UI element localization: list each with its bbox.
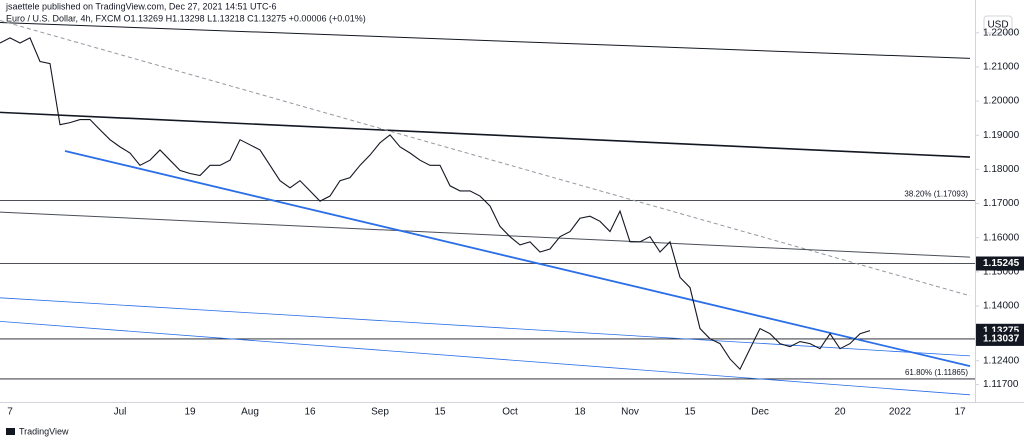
price-tag bbox=[976, 256, 1024, 271]
y-tick-label: 1.17000 bbox=[983, 198, 1020, 209]
x-tick-label: 20 bbox=[834, 407, 846, 418]
x-tick-label: 19 bbox=[184, 407, 196, 418]
price-tag-label: 1.15245 bbox=[983, 258, 1020, 269]
x-tick-label: 18 bbox=[574, 407, 586, 418]
trendline bbox=[0, 22, 971, 59]
level-label: 61.80% (1.11865) bbox=[905, 368, 968, 377]
x-tick-label: Nov bbox=[621, 407, 639, 418]
x-tick-label: 7 bbox=[7, 407, 13, 418]
y-tick-label: 1.12400 bbox=[983, 355, 1020, 366]
y-tick-label: 1.11700 bbox=[983, 379, 1019, 390]
y-tick-label: 1.22000 bbox=[983, 27, 1020, 38]
trendline bbox=[0, 320, 971, 396]
trendline bbox=[0, 297, 971, 357]
x-tick-label: Dec bbox=[751, 407, 769, 418]
footer-logo bbox=[6, 428, 15, 435]
x-tick-label: Oct bbox=[502, 407, 518, 418]
y-tick-label: 1.16000 bbox=[983, 232, 1020, 243]
price-line bbox=[0, 37, 871, 371]
brand: TradingView bbox=[19, 426, 69, 436]
x-tick-label: 2022 bbox=[889, 407, 912, 418]
publisher: jsaettele published on TradingView.com, … bbox=[5, 1, 277, 11]
plot: 38.20% (1.17093) 61.80% (1.11865) bbox=[0, 20, 975, 396]
level-label: 38.20% (1.17093) bbox=[904, 189, 968, 198]
x-tick-label: 15 bbox=[434, 407, 446, 418]
x-tick-label: 15 bbox=[684, 407, 696, 418]
x-tick-label: Sep bbox=[371, 407, 389, 418]
symbol-info: Euro / U.S. Dollar, 4h, FXCM O1.13269 H1… bbox=[6, 13, 366, 23]
trendline bbox=[0, 211, 971, 258]
y-tick-label: 1.14000 bbox=[983, 301, 1020, 312]
trendline bbox=[64, 150, 971, 368]
currency: USD bbox=[987, 20, 1008, 31]
y-tick-label: 1.21000 bbox=[983, 62, 1020, 73]
currency-box bbox=[983, 15, 1013, 34]
trendline bbox=[0, 111, 971, 158]
y-tick-label: 1.15000 bbox=[983, 267, 1020, 278]
y-tick-label: 1.18000 bbox=[983, 164, 1020, 175]
y-tick-label: 1.20000 bbox=[983, 96, 1020, 107]
x-tick-label: Jul bbox=[114, 407, 127, 418]
y-tick-label: 1.19000 bbox=[983, 130, 1020, 141]
price-tag-label: 1.13275 bbox=[983, 325, 1020, 336]
price-tag-label: 1.13037 bbox=[983, 334, 1020, 345]
x-tick-label: 16 bbox=[304, 407, 316, 418]
x-tick-label: 17 bbox=[954, 407, 966, 418]
x-tick-label: Aug bbox=[241, 407, 259, 418]
price-tag bbox=[976, 331, 1024, 346]
